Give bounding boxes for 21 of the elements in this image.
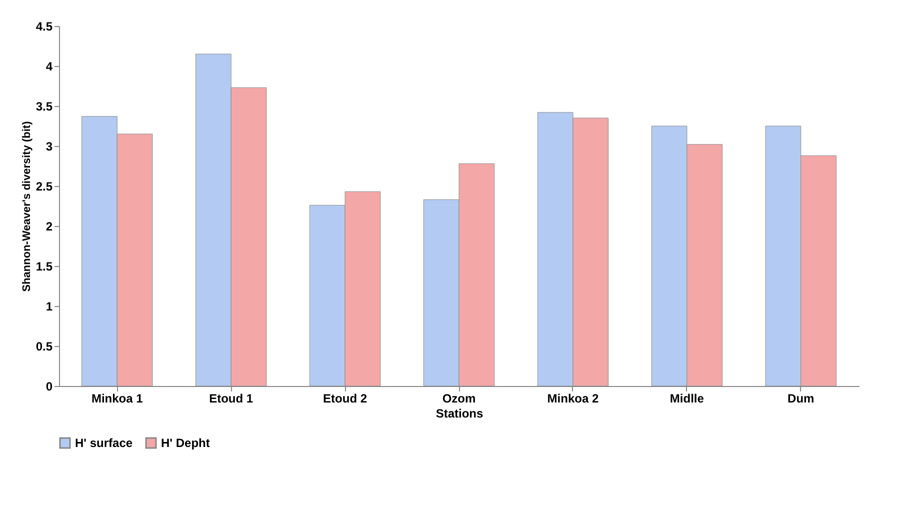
- y-tick-label: 3.5: [36, 100, 53, 114]
- x-tick-label: Minkoa 1: [91, 392, 144, 406]
- x-tick-label: Etoud 2: [323, 392, 368, 406]
- x-tick-label: Midlle: [670, 392, 704, 406]
- legend-label: H' surface: [75, 436, 133, 450]
- y-axis-title: Shannon-Weaver's diversity (bit): [20, 120, 33, 292]
- y-tick-label: 4: [46, 60, 53, 74]
- x-tick-label: Dum: [788, 392, 814, 406]
- x-tick-label: Etoud 1: [209, 392, 254, 406]
- x-tick-label: Ozom: [442, 392, 476, 406]
- x-tick-label: Minkoa 2: [547, 392, 599, 406]
- y-tick-label: 0: [46, 380, 53, 394]
- legend-label: H' Depht: [161, 436, 210, 450]
- y-tick-label: 1: [46, 300, 53, 314]
- y-tick-label: 3: [46, 140, 53, 154]
- y-tick-label: 2: [46, 220, 53, 234]
- y-tick-label: 0.5: [36, 340, 53, 354]
- y-tick-label: 4.5: [36, 20, 53, 34]
- y-tick-label: 1.5: [36, 260, 53, 274]
- y-tick-label: 2.5: [36, 180, 53, 194]
- x-axis-title: Stations: [436, 406, 484, 420]
